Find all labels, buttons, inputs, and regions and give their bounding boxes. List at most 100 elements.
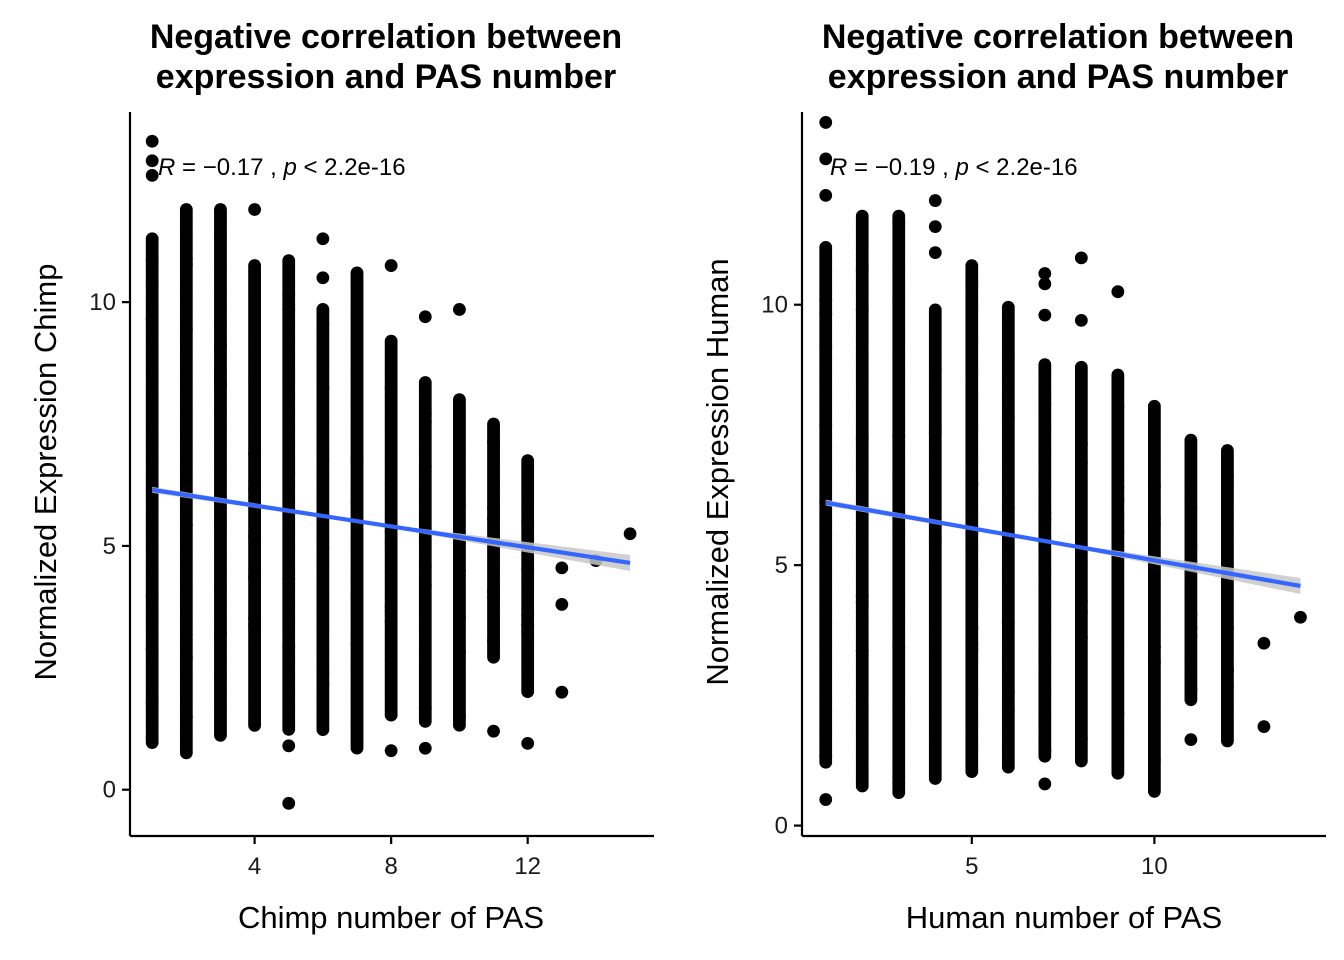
annotation-symbol: = bbox=[175, 154, 202, 181]
data-point bbox=[1184, 540, 1198, 554]
y-tick-label: 10 bbox=[89, 289, 116, 316]
data-point bbox=[453, 498, 466, 511]
x-tick-label: 5 bbox=[965, 853, 978, 880]
data-point bbox=[1038, 743, 1052, 757]
data-point bbox=[1074, 606, 1088, 620]
data-point bbox=[145, 312, 159, 326]
data-point bbox=[521, 562, 535, 575]
data-point bbox=[1111, 481, 1125, 494]
data-point bbox=[1074, 631, 1088, 644]
data-point bbox=[1038, 267, 1052, 280]
annotation-value: 2.2e-16 bbox=[324, 154, 405, 181]
data-point bbox=[928, 362, 942, 376]
x-tick-label: 10 bbox=[1141, 853, 1168, 880]
data-point bbox=[819, 188, 833, 202]
data-point bbox=[623, 527, 637, 541]
data-point bbox=[1184, 693, 1198, 707]
data-point bbox=[1038, 396, 1052, 410]
data-point bbox=[928, 220, 942, 233]
data-point bbox=[316, 676, 330, 690]
data-point bbox=[248, 482, 261, 496]
data-point bbox=[1221, 679, 1234, 693]
data-point bbox=[179, 323, 193, 337]
data-point bbox=[453, 718, 466, 732]
x-tick-label: 8 bbox=[384, 853, 397, 880]
data-point bbox=[928, 426, 942, 440]
annotation-symbol: , bbox=[263, 154, 283, 181]
data-point bbox=[145, 254, 159, 267]
data-point bbox=[145, 154, 159, 168]
data-point bbox=[248, 570, 261, 584]
data-point bbox=[316, 271, 330, 285]
data-point bbox=[1001, 351, 1015, 364]
data-point bbox=[965, 637, 979, 651]
data-point bbox=[453, 708, 466, 722]
correlation-annotation: R = −0.19 , p < 2.2e-16 bbox=[830, 154, 1078, 181]
chart-title-line: Negative correlation between bbox=[150, 18, 622, 56]
annotation-symbol: p bbox=[282, 154, 296, 181]
data-point bbox=[1111, 766, 1125, 780]
data-point bbox=[855, 263, 869, 277]
data-point bbox=[892, 430, 906, 444]
annotation-symbol: < bbox=[297, 154, 324, 181]
data-point bbox=[487, 650, 500, 664]
annotation-value: −0.19 bbox=[875, 154, 936, 181]
data-point bbox=[282, 722, 296, 736]
data-point bbox=[487, 724, 500, 738]
data-point bbox=[819, 749, 833, 763]
data-point bbox=[1147, 479, 1161, 493]
data-point bbox=[282, 640, 296, 654]
data-point bbox=[418, 460, 432, 474]
data-point bbox=[214, 378, 227, 392]
data-point bbox=[453, 646, 466, 659]
data-point bbox=[1294, 610, 1307, 624]
data-point bbox=[316, 317, 330, 330]
data-point bbox=[214, 366, 227, 380]
data-point bbox=[145, 168, 159, 182]
annotation-symbol: R bbox=[158, 154, 175, 181]
data-point bbox=[1038, 308, 1052, 322]
data-point bbox=[1147, 655, 1161, 669]
x-tick-label: 4 bbox=[248, 853, 261, 880]
data-point bbox=[819, 293, 833, 307]
data-point bbox=[145, 696, 159, 710]
data-point bbox=[819, 307, 833, 321]
data-point bbox=[487, 501, 500, 515]
data-point bbox=[1074, 313, 1088, 327]
data-point bbox=[855, 644, 869, 658]
data-point bbox=[855, 589, 869, 603]
data-point bbox=[1038, 777, 1052, 791]
data-point bbox=[555, 598, 569, 611]
annotation-value: 2.2e-16 bbox=[996, 154, 1077, 181]
y-axis-label: Normalized Expression Chimp bbox=[28, 264, 63, 681]
data-point bbox=[487, 512, 500, 526]
data-point bbox=[819, 793, 833, 806]
data-point bbox=[418, 578, 432, 592]
y-tick-label: 0 bbox=[775, 813, 788, 840]
data-point bbox=[555, 561, 569, 575]
data-point bbox=[1074, 457, 1088, 470]
data-point bbox=[248, 447, 261, 460]
data-point bbox=[453, 303, 466, 316]
data-point bbox=[179, 651, 193, 665]
y-tick-label: 5 bbox=[103, 533, 116, 560]
data-point bbox=[214, 626, 227, 640]
data-point bbox=[1001, 704, 1015, 717]
data-point bbox=[350, 537, 364, 551]
data-point bbox=[350, 453, 364, 466]
data-point bbox=[418, 407, 432, 420]
data-point bbox=[819, 340, 833, 354]
data-point bbox=[521, 736, 535, 750]
data-point bbox=[928, 377, 942, 391]
data-point bbox=[487, 585, 500, 598]
data-point bbox=[892, 466, 906, 480]
chart-title-line: expression and PAS number bbox=[828, 58, 1288, 96]
data-point bbox=[965, 765, 979, 779]
data-point bbox=[965, 621, 979, 634]
data-point bbox=[316, 452, 330, 466]
data-point bbox=[1184, 630, 1198, 644]
data-point bbox=[1074, 594, 1088, 607]
y-axis-label: Normalized Expression Human bbox=[700, 258, 735, 685]
